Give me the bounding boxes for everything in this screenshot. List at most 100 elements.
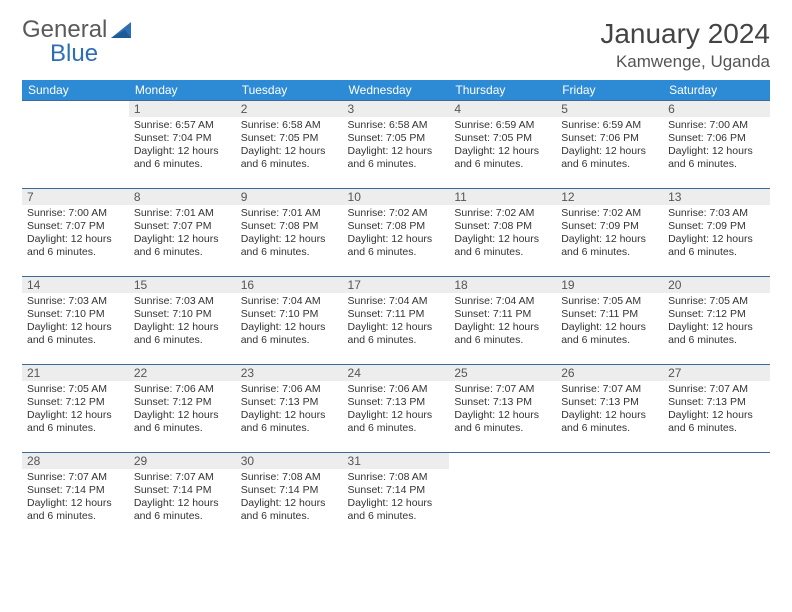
calendar-cell: 9Sunrise: 7:01 AMSunset: 7:08 PMDaylight… [236, 189, 343, 277]
brand-logo: General Blue [22, 18, 137, 66]
day-header: Friday [556, 80, 663, 101]
day-number: 9 [236, 189, 343, 205]
day-number: 17 [343, 277, 450, 293]
day-number: 26 [556, 365, 663, 381]
day-number: 4 [449, 101, 556, 117]
day-content: Sunrise: 7:05 AMSunset: 7:11 PMDaylight:… [556, 293, 663, 352]
calendar-cell: 22Sunrise: 7:06 AMSunset: 7:12 PMDayligh… [129, 365, 236, 453]
day-content: Sunrise: 7:07 AMSunset: 7:13 PMDaylight:… [663, 381, 770, 440]
calendar-week-row: 14Sunrise: 7:03 AMSunset: 7:10 PMDayligh… [22, 277, 770, 365]
day-number: 14 [22, 277, 129, 293]
calendar-week-row: 1Sunrise: 6:57 AMSunset: 7:04 PMDaylight… [22, 101, 770, 189]
day-header: Saturday [663, 80, 770, 101]
day-content: Sunrise: 7:06 AMSunset: 7:13 PMDaylight:… [236, 381, 343, 440]
header: General Blue January 2024 Kamwenge, Ugan… [22, 18, 770, 72]
calendar-cell [22, 101, 129, 189]
calendar-week-row: 7Sunrise: 7:00 AMSunset: 7:07 PMDaylight… [22, 189, 770, 277]
calendar-cell: 24Sunrise: 7:06 AMSunset: 7:13 PMDayligh… [343, 365, 450, 453]
brand-triangle-icon [109, 18, 137, 46]
month-title: January 2024 [600, 18, 770, 50]
day-content: Sunrise: 7:03 AMSunset: 7:10 PMDaylight:… [22, 293, 129, 352]
calendar-cell: 23Sunrise: 7:06 AMSunset: 7:13 PMDayligh… [236, 365, 343, 453]
day-number: 30 [236, 453, 343, 469]
calendar-cell: 13Sunrise: 7:03 AMSunset: 7:09 PMDayligh… [663, 189, 770, 277]
calendar-cell: 27Sunrise: 7:07 AMSunset: 7:13 PMDayligh… [663, 365, 770, 453]
calendar-cell: 21Sunrise: 7:05 AMSunset: 7:12 PMDayligh… [22, 365, 129, 453]
day-header: Thursday [449, 80, 556, 101]
day-content: Sunrise: 7:05 AMSunset: 7:12 PMDaylight:… [663, 293, 770, 352]
brand-name-1: General [22, 16, 107, 43]
calendar-cell: 5Sunrise: 6:59 AMSunset: 7:06 PMDaylight… [556, 101, 663, 189]
day-header: Wednesday [343, 80, 450, 101]
day-content: Sunrise: 7:04 AMSunset: 7:10 PMDaylight:… [236, 293, 343, 352]
day-number: 12 [556, 189, 663, 205]
day-content: Sunrise: 7:03 AMSunset: 7:10 PMDaylight:… [129, 293, 236, 352]
day-number: 24 [343, 365, 450, 381]
calendar-cell: 14Sunrise: 7:03 AMSunset: 7:10 PMDayligh… [22, 277, 129, 365]
calendar-cell: 12Sunrise: 7:02 AMSunset: 7:09 PMDayligh… [556, 189, 663, 277]
calendar-cell: 3Sunrise: 6:58 AMSunset: 7:05 PMDaylight… [343, 101, 450, 189]
day-content: Sunrise: 6:57 AMSunset: 7:04 PMDaylight:… [129, 117, 236, 176]
day-content: Sunrise: 7:00 AMSunset: 7:07 PMDaylight:… [22, 205, 129, 264]
day-number: 15 [129, 277, 236, 293]
title-block: January 2024 Kamwenge, Uganda [600, 18, 770, 72]
day-content: Sunrise: 6:58 AMSunset: 7:05 PMDaylight:… [236, 117, 343, 176]
day-content: Sunrise: 7:07 AMSunset: 7:14 PMDaylight:… [129, 469, 236, 528]
calendar-cell: 25Sunrise: 7:07 AMSunset: 7:13 PMDayligh… [449, 365, 556, 453]
brand-name-2: Blue [50, 40, 98, 67]
day-content: Sunrise: 7:08 AMSunset: 7:14 PMDaylight:… [236, 469, 343, 528]
day-content: Sunrise: 7:05 AMSunset: 7:12 PMDaylight:… [22, 381, 129, 440]
calendar-cell: 26Sunrise: 7:07 AMSunset: 7:13 PMDayligh… [556, 365, 663, 453]
day-header: Tuesday [236, 80, 343, 101]
calendar-cell: 28Sunrise: 7:07 AMSunset: 7:14 PMDayligh… [22, 453, 129, 541]
calendar-body: 1Sunrise: 6:57 AMSunset: 7:04 PMDaylight… [22, 101, 770, 541]
calendar-cell: 8Sunrise: 7:01 AMSunset: 7:07 PMDaylight… [129, 189, 236, 277]
calendar-cell: 30Sunrise: 7:08 AMSunset: 7:14 PMDayligh… [236, 453, 343, 541]
calendar-cell: 17Sunrise: 7:04 AMSunset: 7:11 PMDayligh… [343, 277, 450, 365]
calendar-cell: 19Sunrise: 7:05 AMSunset: 7:11 PMDayligh… [556, 277, 663, 365]
day-number: 25 [449, 365, 556, 381]
day-number: 6 [663, 101, 770, 117]
day-number: 2 [236, 101, 343, 117]
day-number: 20 [663, 277, 770, 293]
day-content: Sunrise: 7:06 AMSunset: 7:12 PMDaylight:… [129, 381, 236, 440]
calendar-cell: 2Sunrise: 6:58 AMSunset: 7:05 PMDaylight… [236, 101, 343, 189]
calendar-cell: 10Sunrise: 7:02 AMSunset: 7:08 PMDayligh… [343, 189, 450, 277]
day-number: 10 [343, 189, 450, 205]
calendar-cell: 29Sunrise: 7:07 AMSunset: 7:14 PMDayligh… [129, 453, 236, 541]
calendar-cell: 15Sunrise: 7:03 AMSunset: 7:10 PMDayligh… [129, 277, 236, 365]
day-number: 18 [449, 277, 556, 293]
day-number: 8 [129, 189, 236, 205]
day-content: Sunrise: 6:59 AMSunset: 7:06 PMDaylight:… [556, 117, 663, 176]
day-content: Sunrise: 6:59 AMSunset: 7:05 PMDaylight:… [449, 117, 556, 176]
day-content: Sunrise: 7:07 AMSunset: 7:14 PMDaylight:… [22, 469, 129, 528]
calendar-cell [556, 453, 663, 541]
day-number: 21 [22, 365, 129, 381]
day-content: Sunrise: 7:04 AMSunset: 7:11 PMDaylight:… [449, 293, 556, 352]
location: Kamwenge, Uganda [600, 52, 770, 72]
day-content: Sunrise: 7:06 AMSunset: 7:13 PMDaylight:… [343, 381, 450, 440]
day-number: 11 [449, 189, 556, 205]
day-number: 23 [236, 365, 343, 381]
day-content: Sunrise: 7:01 AMSunset: 7:07 PMDaylight:… [129, 205, 236, 264]
day-content: Sunrise: 7:02 AMSunset: 7:08 PMDaylight:… [449, 205, 556, 264]
day-content: Sunrise: 7:07 AMSunset: 7:13 PMDaylight:… [449, 381, 556, 440]
calendar-cell: 16Sunrise: 7:04 AMSunset: 7:10 PMDayligh… [236, 277, 343, 365]
calendar-cell [663, 453, 770, 541]
day-header: Sunday [22, 80, 129, 101]
day-number: 19 [556, 277, 663, 293]
day-number: 13 [663, 189, 770, 205]
day-content: Sunrise: 7:00 AMSunset: 7:06 PMDaylight:… [663, 117, 770, 176]
day-number: 16 [236, 277, 343, 293]
day-number: 29 [129, 453, 236, 469]
day-content: Sunrise: 7:08 AMSunset: 7:14 PMDaylight:… [343, 469, 450, 528]
day-number: 7 [22, 189, 129, 205]
day-content: Sunrise: 7:02 AMSunset: 7:09 PMDaylight:… [556, 205, 663, 264]
day-number: 31 [343, 453, 450, 469]
calendar-week-row: 28Sunrise: 7:07 AMSunset: 7:14 PMDayligh… [22, 453, 770, 541]
calendar-cell: 7Sunrise: 7:00 AMSunset: 7:07 PMDaylight… [22, 189, 129, 277]
day-content: Sunrise: 7:02 AMSunset: 7:08 PMDaylight:… [343, 205, 450, 264]
day-number: 28 [22, 453, 129, 469]
calendar-cell: 11Sunrise: 7:02 AMSunset: 7:08 PMDayligh… [449, 189, 556, 277]
calendar-cell [449, 453, 556, 541]
